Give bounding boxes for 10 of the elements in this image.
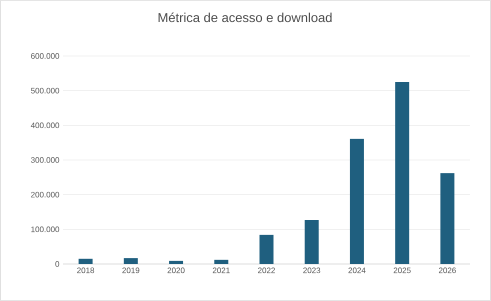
bar [259,234,274,264]
bar [304,220,319,264]
bar [350,138,364,264]
bar [169,260,184,264]
bar [124,258,138,264]
chart-title: Métrica de acesso e download [158,12,332,22]
bar [78,258,93,264]
bar [440,173,454,264]
bar [395,82,410,264]
bar [214,260,228,264]
